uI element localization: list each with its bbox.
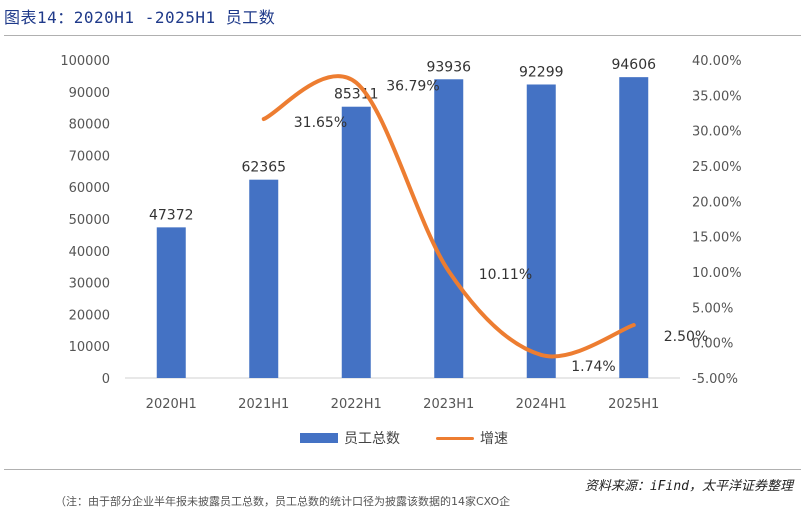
- bar-2025H1: [619, 77, 649, 378]
- x-tick-label-2022H1: 2022H1: [331, 397, 382, 412]
- y-right-tick-label-9: 40.00%: [692, 54, 742, 69]
- line-label-2023H1: 10.11%: [479, 267, 532, 283]
- bar-label-2023H1: 93936: [426, 59, 471, 75]
- figure-title: 图表14：2020H1 -2025H1 员工数: [4, 8, 276, 27]
- line-label-2024H1: 1.74%: [571, 359, 615, 375]
- bar-2022H1: [341, 106, 371, 378]
- x-tick-label-2021H1: 2021H1: [238, 397, 289, 412]
- x-tick-label-2024H1: 2024H1: [516, 397, 567, 412]
- y-right-tick-label-2: 5.00%: [692, 301, 733, 316]
- y-left-tick-label-1: 10000: [69, 340, 110, 355]
- footnote: （注：由于部分企业半年报未披露员工总数，员工总数的统计口径为披露该数据的14家C…: [55, 496, 511, 508]
- legend-swatch-line: [436, 436, 474, 440]
- y-left-tick-label-2: 20000: [69, 308, 110, 323]
- x-tick-label-2025H1: 2025H1: [608, 397, 659, 412]
- bar-label-2021H1: 62365: [241, 160, 286, 176]
- title-divider: [4, 35, 801, 36]
- y-right-tick-label-0: -5.00%: [692, 372, 738, 387]
- line-label-2021H1: 31.65%: [294, 115, 347, 131]
- y-left-tick-label-4: 40000: [69, 245, 110, 260]
- y-right-tick-label-5: 20.00%: [692, 195, 742, 210]
- bar-label-2025H1: 94606: [611, 57, 656, 73]
- y-left-tick-label-9: 90000: [69, 86, 110, 101]
- y-right-tick-label-3: 10.00%: [692, 266, 742, 281]
- y-right-tick-label-6: 25.00%: [692, 160, 742, 175]
- y-left-tick-label-5: 50000: [69, 213, 110, 228]
- y-left-tick-label-7: 70000: [69, 149, 110, 164]
- line-label-2022H1: 36.79%: [386, 79, 439, 95]
- bar-2021H1: [249, 179, 279, 378]
- line-label-2025H1: 2.50%: [664, 329, 708, 345]
- legend-label-line: 增速: [480, 431, 508, 447]
- y-right-tick-label-1: 0.00%: [692, 337, 733, 352]
- y-left-tick-label-8: 80000: [69, 118, 110, 133]
- bar-2020H1: [156, 227, 186, 378]
- y-left-tick-label-10: 100000: [60, 54, 110, 69]
- y-left-tick-label-0: 0: [102, 372, 110, 387]
- bar-label-2024H1: 92299: [519, 64, 564, 80]
- legend-item-bar: 员工总数: [300, 428, 400, 448]
- legend-item-line: 增速: [436, 428, 508, 448]
- bar-2023H1: [434, 79, 464, 379]
- x-tick-label-2023H1: 2023H1: [423, 397, 474, 412]
- bar-label-2020H1: 47372: [149, 207, 194, 223]
- x-tick-label-2020H1: 2020H1: [146, 397, 197, 412]
- y-right-tick-label-4: 15.00%: [692, 231, 742, 246]
- legend-label-bar: 员工总数: [344, 431, 400, 447]
- y-left-tick-label-6: 60000: [69, 181, 110, 196]
- combo-chart: 0 10000 20000 30000 40000 50000 60000 70000 8000…: [60, 54, 742, 412]
- source-note: 资料来源：iFind，太平洋证券整理: [584, 479, 793, 494]
- source-divider: [4, 469, 801, 470]
- growth-rate-line: [261, 74, 636, 359]
- bar-2024H1: [526, 84, 556, 378]
- y-left-tick-label-3: 30000: [69, 277, 110, 292]
- y-right-tick-label-7: 30.00%: [692, 125, 742, 140]
- legend-swatch-bar: [300, 433, 338, 443]
- y-right-tick-label-8: 35.00%: [692, 89, 742, 104]
- chart-legend: 员工总数 增速: [300, 428, 508, 448]
